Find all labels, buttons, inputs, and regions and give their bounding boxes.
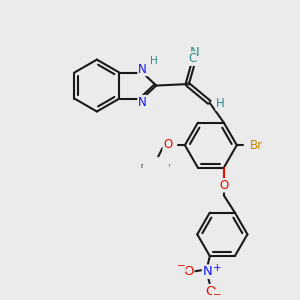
Text: O: O	[220, 179, 229, 192]
Text: O: O	[183, 265, 194, 278]
Text: N: N	[202, 265, 212, 278]
Text: −: −	[212, 290, 221, 300]
Text: −: −	[176, 261, 185, 272]
Text: H: H	[216, 98, 225, 110]
Text: H: H	[150, 56, 158, 66]
Text: C: C	[188, 52, 196, 65]
Text: Br: Br	[249, 139, 262, 152]
Text: N: N	[138, 96, 147, 109]
Text: O: O	[163, 138, 172, 151]
Text: N: N	[190, 46, 200, 59]
Text: N: N	[138, 62, 147, 76]
Text: O: O	[205, 285, 216, 298]
Text: +: +	[213, 263, 221, 273]
Text: methoxy: methoxy	[141, 163, 171, 169]
